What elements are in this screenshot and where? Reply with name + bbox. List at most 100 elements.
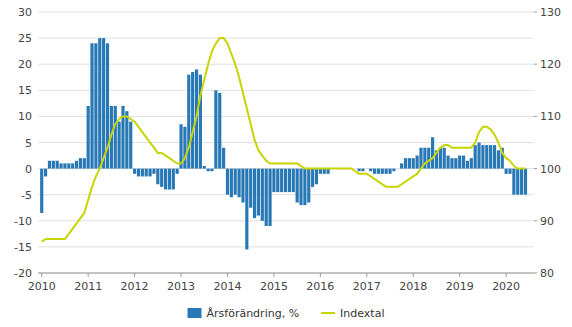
x-tick-label: 2020 [492, 280, 520, 293]
bar [253, 169, 256, 219]
bar [137, 169, 140, 177]
grid-line [38, 194, 534, 195]
bar [156, 169, 159, 185]
x-tick [273, 273, 274, 277]
x-tick [459, 273, 460, 277]
x-tick-label: 2017 [353, 280, 381, 293]
bar [416, 156, 419, 169]
bar [133, 169, 136, 174]
bar [226, 169, 229, 195]
bar [396, 168, 399, 169]
bar [276, 169, 279, 192]
bar [152, 169, 155, 174]
bar [67, 163, 70, 168]
bar [505, 169, 508, 174]
y-tick-label: -20 [14, 267, 32, 280]
bar [288, 169, 291, 192]
bar [257, 169, 260, 216]
bar [268, 169, 271, 226]
bar [203, 166, 206, 169]
bar [354, 168, 357, 169]
bar [245, 169, 248, 250]
bar [307, 169, 310, 203]
y-tick-label: -10 [14, 215, 32, 228]
bar [474, 145, 477, 168]
bar [48, 161, 51, 169]
x-tick [366, 273, 367, 277]
x-tick-label: 2016 [306, 280, 334, 293]
bar [381, 169, 384, 174]
y2-tick [534, 64, 537, 65]
bar [238, 169, 241, 198]
bar [361, 169, 364, 172]
bar [311, 169, 314, 187]
y2-tick [534, 116, 537, 117]
x-tick-label: 2011 [74, 280, 102, 293]
chart: -20-15-10-505101520253080901001101201302… [0, 0, 572, 327]
bar [191, 72, 194, 169]
bar [172, 169, 175, 190]
x-tick [506, 273, 507, 277]
bar [83, 158, 86, 168]
y-tick-label: -15 [14, 241, 32, 254]
bar [148, 169, 151, 177]
x-tick-label: 2019 [446, 280, 474, 293]
bar [114, 106, 117, 169]
bar [210, 169, 213, 172]
bar [234, 169, 237, 195]
x-tick [320, 273, 321, 277]
bar [485, 145, 488, 168]
x-tick-label: 2013 [167, 280, 195, 293]
x-tick [181, 273, 182, 277]
bar [230, 169, 233, 198]
bar [392, 169, 395, 172]
y-tick-label: 30 [18, 6, 32, 19]
bar [470, 158, 473, 168]
y2-tick [534, 273, 537, 274]
bar [160, 169, 163, 187]
x-tick [227, 273, 228, 277]
bar [296, 169, 299, 203]
bar [218, 93, 221, 169]
bar [385, 169, 388, 174]
bar [164, 169, 167, 190]
y2-tick-label: 90 [540, 215, 554, 228]
bar [412, 158, 415, 168]
bar [454, 158, 457, 168]
legend-swatch [188, 308, 202, 318]
legend-label: Årsförändring, % [207, 307, 300, 320]
legend-item: Indextal [321, 307, 384, 320]
y-tick-label: 15 [18, 84, 32, 97]
bar [183, 127, 186, 169]
grid-line [38, 12, 534, 13]
bar [292, 169, 295, 192]
bar [222, 148, 225, 169]
legend: Årsförändring, % Indextal [188, 307, 385, 320]
bar [408, 158, 411, 168]
bar [284, 169, 287, 192]
y2-tick-label: 100 [540, 163, 561, 176]
bar [450, 158, 453, 168]
bar [44, 169, 47, 177]
bar [497, 150, 500, 168]
y2-tick-label: 110 [540, 110, 561, 123]
bar [59, 163, 62, 168]
bar [261, 169, 264, 221]
bar [315, 169, 318, 185]
bar [79, 158, 82, 168]
bar [481, 145, 484, 168]
bar [98, 38, 101, 169]
legend-label: Indextal [340, 307, 384, 320]
y-tick-label: 10 [18, 110, 32, 123]
bar [400, 163, 403, 168]
bar [176, 169, 179, 174]
y2-tick-label: 130 [540, 6, 561, 19]
bar [125, 111, 128, 168]
bar [71, 163, 74, 168]
y-tick-label: 5 [25, 137, 32, 150]
bar [357, 169, 360, 172]
bar [87, 106, 90, 169]
bar [520, 169, 523, 195]
x-tick [413, 273, 414, 277]
bar [121, 106, 124, 169]
